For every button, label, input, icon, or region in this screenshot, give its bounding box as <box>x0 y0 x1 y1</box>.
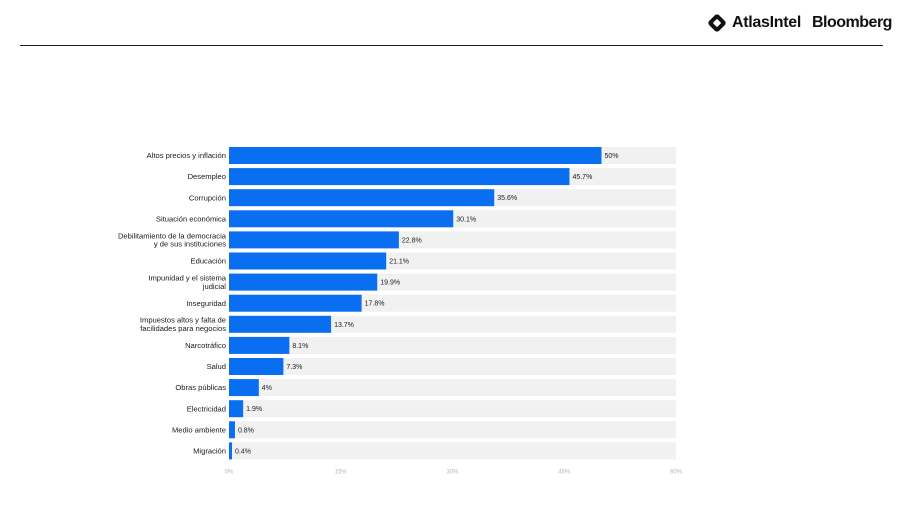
category-label: Impuestos altos y falta de facilidades pa… <box>140 316 226 333</box>
bar-value-label: 7.3% <box>286 364 302 371</box>
bar-track <box>229 336 676 354</box>
bar <box>229 358 284 375</box>
category-label: Narcotráfico <box>185 341 226 350</box>
category-label: Altos precios y inflación <box>147 151 226 160</box>
bar-value-label: 0.4% <box>235 448 251 455</box>
category-label: Migración <box>193 447 226 456</box>
bar <box>229 442 232 460</box>
bar-value-label: 45.7% <box>572 174 592 181</box>
bar <box>229 147 602 164</box>
x-tick-label: 15% <box>335 470 348 476</box>
bar-track <box>229 442 676 460</box>
bar-value-label: 50% <box>605 153 619 160</box>
bar-track <box>229 421 676 439</box>
bar-value-label: 30.1% <box>456 216 476 223</box>
bar <box>229 231 399 249</box>
bar-track <box>229 358 676 375</box>
category-label: Impunidad y el sistema judicial <box>148 274 226 291</box>
bar <box>229 252 387 270</box>
x-tick-label: 60% <box>670 470 683 476</box>
bar-value-label: 19.9% <box>380 280 400 287</box>
category-label: Obras públicas <box>175 383 226 392</box>
x-tick-label: 45% <box>558 470 571 476</box>
bar-value-label: 0.8% <box>238 427 254 434</box>
bar-value-label: 4% <box>262 385 272 392</box>
bar-value-label: 1.9% <box>246 406 262 413</box>
bar <box>229 379 259 397</box>
bar <box>229 294 362 312</box>
atlasintel-diamond-icon <box>708 14 726 32</box>
category-label: Medio ambiente <box>172 425 226 434</box>
category-label: Desempleo <box>188 172 226 181</box>
bar-track <box>229 315 676 333</box>
bar-value-label: 21.1% <box>389 259 409 266</box>
bar <box>229 315 332 333</box>
bar <box>229 400 244 418</box>
category-label: Situación económica <box>156 214 227 223</box>
category-label: Debilitamiento de la democracia y de sus … <box>118 231 227 248</box>
bar <box>229 189 495 207</box>
category-label: Corrupción <box>189 193 226 202</box>
x-tick-label: 30% <box>446 470 459 476</box>
bar-value-label: 8.1% <box>292 343 308 350</box>
bar <box>229 273 378 291</box>
atlasintel-brand: AtlasIntel <box>707 12 801 34</box>
bar <box>229 210 454 228</box>
atlasintel-wordmark: AtlasIntel <box>732 14 802 31</box>
bloomberg-wordmark: Bloomberg <box>812 14 892 31</box>
bar-value-label: 17.8% <box>365 301 385 308</box>
bar-value-label: 22.8% <box>402 237 422 244</box>
category-label: Educación <box>191 257 226 266</box>
category-label: Inseguridad <box>186 299 226 308</box>
bar <box>229 336 290 354</box>
bar-value-label: 35.6% <box>497 195 517 202</box>
bar-track <box>229 379 676 397</box>
bar-track <box>229 400 676 418</box>
bar-value-label: 13.7% <box>334 322 354 329</box>
header-divider <box>20 45 883 46</box>
bar <box>229 168 570 186</box>
category-label: Electricidad <box>187 404 226 413</box>
x-tick-label: 0% <box>225 470 234 476</box>
bar <box>229 421 235 439</box>
category-label: Salud <box>207 362 226 371</box>
